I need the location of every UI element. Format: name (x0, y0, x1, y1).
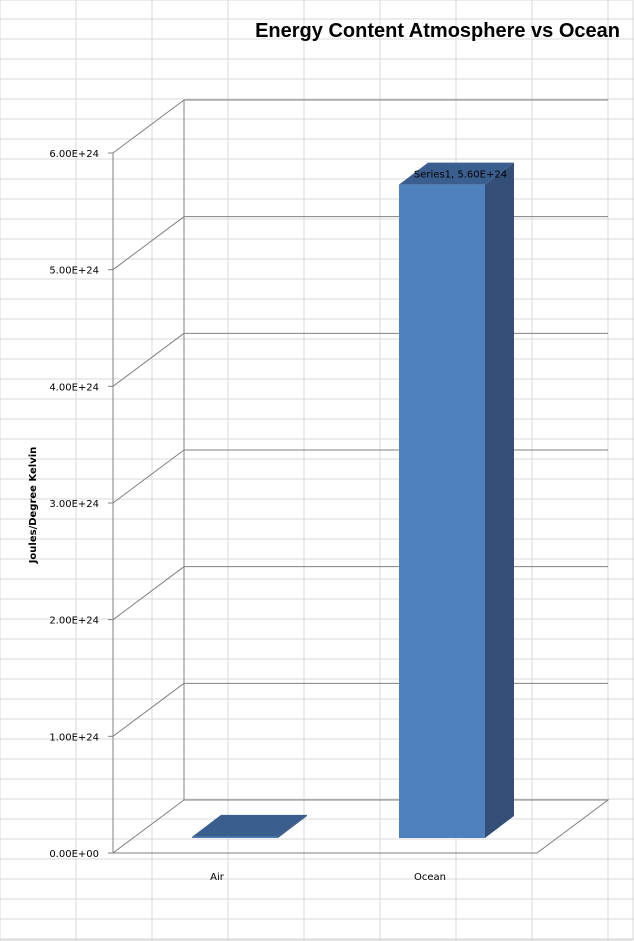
bar-top (399, 162, 514, 185)
gridline-depth (112, 332, 185, 387)
data-label: Series1, 5.60E+24 (414, 170, 507, 181)
y-tick-label: 6.00E+24 (49, 149, 99, 160)
gridline-depth (112, 99, 185, 154)
y-tick-label: 3.00E+24 (49, 499, 99, 510)
chart-title: Energy Content Atmosphere vs Ocean (255, 20, 620, 42)
gridline-depth (112, 216, 185, 271)
bar-front (192, 836, 278, 838)
gridlines (108, 99, 608, 854)
y-axis-label: Joules/Degree Kelvin (28, 447, 39, 565)
bar-front (399, 184, 485, 838)
bar-top (192, 814, 307, 837)
gridline-depth (112, 682, 185, 737)
gridline-depth (112, 449, 185, 504)
y-tick-label: 5.00E+24 (49, 266, 99, 277)
y-tick-label: 1.00E+24 (49, 732, 99, 743)
x-tick-label: Air (210, 872, 225, 883)
bar-ocean: Series1, 5.60E+24 (399, 162, 514, 838)
y-tick-label: 4.00E+24 (49, 382, 99, 393)
bar-side (278, 814, 307, 838)
bar-side (485, 162, 514, 838)
x-tick-label: Ocean (414, 872, 446, 883)
y-tick-labels: 0.00E+00 1.00E+24 2.00E+24 3.00E+24 4.00E+24… (49, 149, 99, 860)
gridline-depth (112, 566, 185, 621)
x-tick-labels: Air Ocean (210, 872, 446, 883)
y-tick-label: 2.00E+24 (49, 616, 99, 627)
bars: Series1, 5.60E+24 (192, 162, 514, 838)
bar-air (192, 814, 307, 838)
y-tick-label: 0.00E+00 (49, 849, 99, 860)
chart-floor (111, 799, 610, 854)
